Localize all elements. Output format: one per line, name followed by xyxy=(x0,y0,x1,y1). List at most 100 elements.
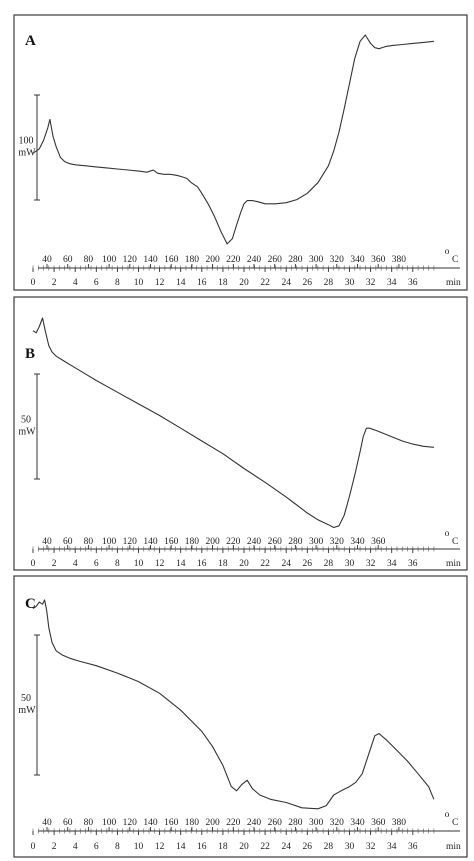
time-unit-label: min xyxy=(446,842,461,852)
time-tick-label: 26 xyxy=(303,842,313,852)
time-tick-label: 4 xyxy=(73,559,78,569)
temperature-tick-label: 200 xyxy=(205,255,220,265)
scale-unit-label: mW xyxy=(18,705,36,716)
dsc-curve xyxy=(32,317,434,529)
temperature-tick-label: 340 xyxy=(350,537,365,547)
time-tick-label: 20 xyxy=(239,559,249,569)
time-tick-label: 14 xyxy=(176,278,186,288)
scale-bar xyxy=(34,94,40,201)
temperature-tick-label: 200 xyxy=(205,537,220,547)
time-tick-label: 10 xyxy=(134,559,144,569)
temperature-tick-label: 180 xyxy=(185,818,200,828)
time-tick-label: 30 xyxy=(345,842,355,852)
temperature-tick-label: 140 xyxy=(143,537,158,547)
scale-bar xyxy=(34,373,40,480)
time-tick-label: 16 xyxy=(197,559,207,569)
time-tick-label: 18 xyxy=(218,559,228,569)
temperature-tick-label: 260 xyxy=(268,818,283,828)
temperature-unit-degree: o xyxy=(445,247,450,257)
time-tick-label: 10 xyxy=(134,278,144,288)
temperature-tick-label: 120 xyxy=(123,818,138,828)
time-tick-label: 2 xyxy=(52,559,57,569)
time-tick-label: 32 xyxy=(366,278,376,288)
scale-unit-label: mW xyxy=(18,427,36,438)
temperature-tick-label: 140 xyxy=(143,818,158,828)
temperature-tick-label: 220 xyxy=(226,818,241,828)
temperature-tick-label: 80 xyxy=(84,818,94,828)
scale-unit-label: mW xyxy=(18,148,36,159)
time-tick-label: 34 xyxy=(387,559,397,569)
panel-frame xyxy=(13,575,468,858)
temperature-tick-label: 300 xyxy=(309,255,324,265)
temperature-tick-label: 260 xyxy=(268,255,283,265)
temperature-tick-label: 280 xyxy=(288,818,303,828)
temperature-tick-label: 280 xyxy=(288,255,303,265)
scale-value-label: 100 xyxy=(19,136,34,147)
time-tick-label: 24 xyxy=(281,278,291,288)
temperature-tick-label: 40 xyxy=(42,537,52,547)
time-tick-label: 6 xyxy=(94,842,99,852)
temperature-tick-label: 300 xyxy=(309,818,324,828)
temperature-tick-label: 360 xyxy=(371,255,386,265)
temperature-tick-label: 180 xyxy=(185,537,200,547)
time-tick-label: 0 xyxy=(31,278,36,288)
time-unit-label: min xyxy=(446,278,461,288)
temperature-tick-label: 120 xyxy=(123,255,138,265)
time-tick-label: 20 xyxy=(239,278,249,288)
time-tick-label: 32 xyxy=(366,842,376,852)
time-tick-label: 36 xyxy=(408,559,418,569)
time-tick-label: 20 xyxy=(239,842,249,852)
time-tick-label: 28 xyxy=(324,559,334,569)
time-tick-label: 14 xyxy=(176,842,186,852)
temperature-unit-label: C xyxy=(452,537,458,547)
panel-label: A xyxy=(25,33,36,49)
time-tick-label: 24 xyxy=(281,559,291,569)
time-tick-label: 4 xyxy=(73,278,78,288)
time-tick-label: 22 xyxy=(260,278,270,288)
temperature-tick-label: 80 xyxy=(84,537,94,547)
temperature-tick-label: 340 xyxy=(350,818,365,828)
time-tick-label: 10 xyxy=(134,842,144,852)
temperature-tick-label: 320 xyxy=(330,255,345,265)
temperature-tick-label: 160 xyxy=(164,537,179,547)
temperature-tick-label: 240 xyxy=(247,255,262,265)
time-tick-label: 18 xyxy=(218,842,228,852)
time-unit-label: min xyxy=(446,559,461,569)
temperature-tick-label: 300 xyxy=(309,537,324,547)
time-tick-label: 8 xyxy=(115,842,120,852)
time-tick-label: 36 xyxy=(408,278,418,288)
time-tick-label: 4 xyxy=(73,842,78,852)
temperature-tick-label: 140 xyxy=(143,255,158,265)
temperature-tick-label: 180 xyxy=(185,255,200,265)
temperature-tick-label: 380 xyxy=(392,818,407,828)
time-tick-label: 26 xyxy=(303,559,313,569)
time-tick-label: 0 xyxy=(31,842,36,852)
time-tick-label: 30 xyxy=(345,278,355,288)
temperature-tick-label: 380 xyxy=(392,255,407,265)
scale-value-label: 50 xyxy=(21,415,31,426)
panel-frame xyxy=(13,14,468,291)
temperature-tick-label: 280 xyxy=(288,537,303,547)
time-tick-label: 28 xyxy=(324,278,334,288)
time-tick-label: 2 xyxy=(52,842,57,852)
dsc-curve xyxy=(32,599,435,810)
temperature-tick-label: 60 xyxy=(63,537,73,547)
time-tick-label: 22 xyxy=(260,559,270,569)
time-tick-label: 2 xyxy=(52,278,57,288)
temperature-tick-label: 240 xyxy=(247,818,262,828)
temperature-tick-label: 260 xyxy=(268,537,283,547)
temperature-unit-label: C xyxy=(452,255,458,265)
time-tick-label: 8 xyxy=(115,559,120,569)
temperature-tick-label: 120 xyxy=(123,537,138,547)
panel-label: B xyxy=(25,346,35,362)
time-tick-label: 14 xyxy=(176,559,186,569)
time-tick-label: 18 xyxy=(218,278,228,288)
temperature-tick-label: 160 xyxy=(164,818,179,828)
temperature-tick-label: 100 xyxy=(102,255,117,265)
time-tick-label: 34 xyxy=(387,278,397,288)
temperature-tick-label: 240 xyxy=(247,537,262,547)
scale-value-label: 50 xyxy=(21,693,31,704)
